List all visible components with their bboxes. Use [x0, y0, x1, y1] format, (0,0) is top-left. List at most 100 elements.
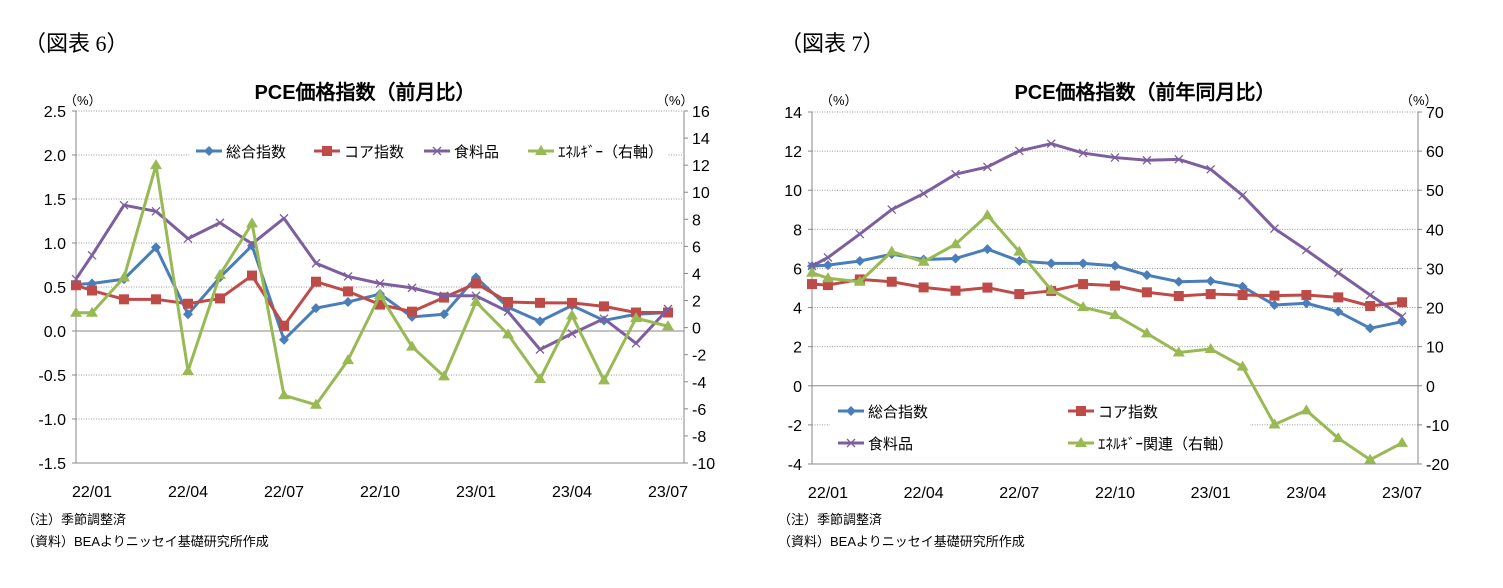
data-point — [1110, 260, 1120, 271]
x-tick-label: 22/01 — [72, 484, 112, 501]
right-tick-label: -8 — [692, 429, 706, 446]
left-tick-label: -1.0 — [38, 412, 66, 429]
data-point — [807, 279, 817, 290]
right-tick-label: 0 — [692, 321, 701, 338]
x-tick-label: 22/01 — [808, 485, 848, 502]
data-point — [982, 282, 993, 293]
right-tick-label: 40 — [1426, 222, 1444, 239]
data-point — [279, 213, 289, 223]
right-tick-label: 12 — [692, 158, 710, 175]
data-point — [1237, 281, 1248, 292]
data-point — [949, 238, 962, 249]
right-tick-label: 50 — [1426, 183, 1444, 200]
data-point — [182, 364, 194, 375]
data-point — [502, 328, 514, 339]
right-tick-label: 20 — [1426, 301, 1444, 318]
data-point — [86, 306, 98, 317]
right-tick-label: -20 — [1426, 457, 1449, 474]
data-point — [631, 338, 641, 348]
data-point — [278, 389, 290, 400]
x-tick-label: 23/01 — [1191, 485, 1231, 502]
data-point — [375, 299, 385, 310]
legend-marker — [846, 406, 856, 416]
x-tick-label: 22/04 — [168, 484, 208, 501]
legend-marker — [1076, 406, 1086, 416]
legend-label: 食料品 — [868, 436, 913, 453]
legend-marker — [846, 438, 856, 448]
data-point — [823, 253, 833, 262]
legend-marker — [432, 146, 442, 156]
data-point — [87, 285, 97, 296]
left-tick-label: 1.0 — [44, 236, 66, 253]
data-point — [1205, 289, 1216, 300]
legend-marker — [204, 146, 214, 156]
data-point — [279, 320, 289, 331]
data-point — [598, 374, 610, 385]
data-point — [71, 274, 81, 284]
data-point — [950, 285, 961, 296]
right-tick-label: 6 — [692, 239, 701, 256]
x-tick-label: 23/07 — [1382, 485, 1422, 502]
data-point — [70, 306, 82, 317]
data-point — [311, 276, 321, 287]
data-point — [438, 370, 450, 381]
data-point — [1397, 316, 1408, 327]
right-tick-label: 14 — [692, 131, 710, 148]
legend-item: 食料品 — [838, 436, 913, 453]
right-tick-label: -2 — [692, 348, 706, 365]
data-point — [1236, 360, 1249, 371]
data-point — [1301, 290, 1312, 301]
data-point — [87, 250, 97, 260]
left-tick-label: 6 — [793, 261, 802, 278]
data-point — [1142, 155, 1152, 165]
right-unit-yoy: （%） — [1400, 93, 1438, 108]
data-point — [1332, 432, 1345, 443]
data-point — [1397, 312, 1407, 322]
data-point — [599, 314, 609, 324]
data-point — [1014, 146, 1024, 156]
data-point — [470, 295, 482, 306]
data-point — [1172, 346, 1185, 357]
data-point — [311, 258, 321, 268]
data-point — [1206, 164, 1216, 174]
data-point — [1109, 308, 1121, 319]
series-square — [71, 270, 673, 331]
legend-marker — [535, 145, 547, 155]
data-point — [535, 345, 545, 354]
data-point — [279, 334, 289, 345]
legend-label: 総合指数 — [226, 144, 286, 161]
series-triangle — [70, 159, 674, 409]
data-point — [1205, 275, 1216, 286]
legend-item: コア指数 — [314, 144, 404, 161]
data-point — [885, 245, 898, 256]
data-point — [1300, 404, 1313, 415]
left-tick-label: 0.5 — [44, 280, 66, 297]
legend-label: 総合指数 — [868, 404, 928, 421]
data-point — [151, 206, 161, 216]
data-point — [1333, 268, 1343, 278]
chart-title-mom: PCE価格指数（前月比） — [254, 82, 476, 104]
data-point — [1238, 190, 1248, 200]
data-point — [822, 260, 833, 271]
series-line — [75, 274, 668, 328]
data-point — [1078, 279, 1089, 290]
left-tick-label: 0 — [793, 379, 802, 396]
data-point — [821, 272, 834, 283]
data-point — [343, 271, 353, 281]
left-tick-label: -0.5 — [38, 368, 66, 385]
x-tick-label: 22/10 — [360, 484, 400, 501]
data-point — [566, 309, 578, 320]
chart-mom: -1.5 -1.0 -0.5 0.0 0.5 1.0 1.5 2.0 2.5 -10 -8 -6 -4 -… — [38, 104, 715, 501]
data-point — [662, 320, 674, 331]
series-line — [811, 142, 1403, 318]
data-point — [950, 253, 961, 264]
left-tick-label: -1.5 — [38, 456, 66, 473]
data-point — [343, 296, 353, 307]
data-point — [71, 280, 81, 291]
right-tick-label: 8 — [692, 212, 701, 229]
data-point — [1333, 292, 1344, 303]
data-point — [855, 229, 865, 239]
data-point — [503, 307, 513, 317]
data-point — [1013, 245, 1026, 256]
note-seasonal-yoy: （注）季節調整済 — [778, 512, 883, 527]
